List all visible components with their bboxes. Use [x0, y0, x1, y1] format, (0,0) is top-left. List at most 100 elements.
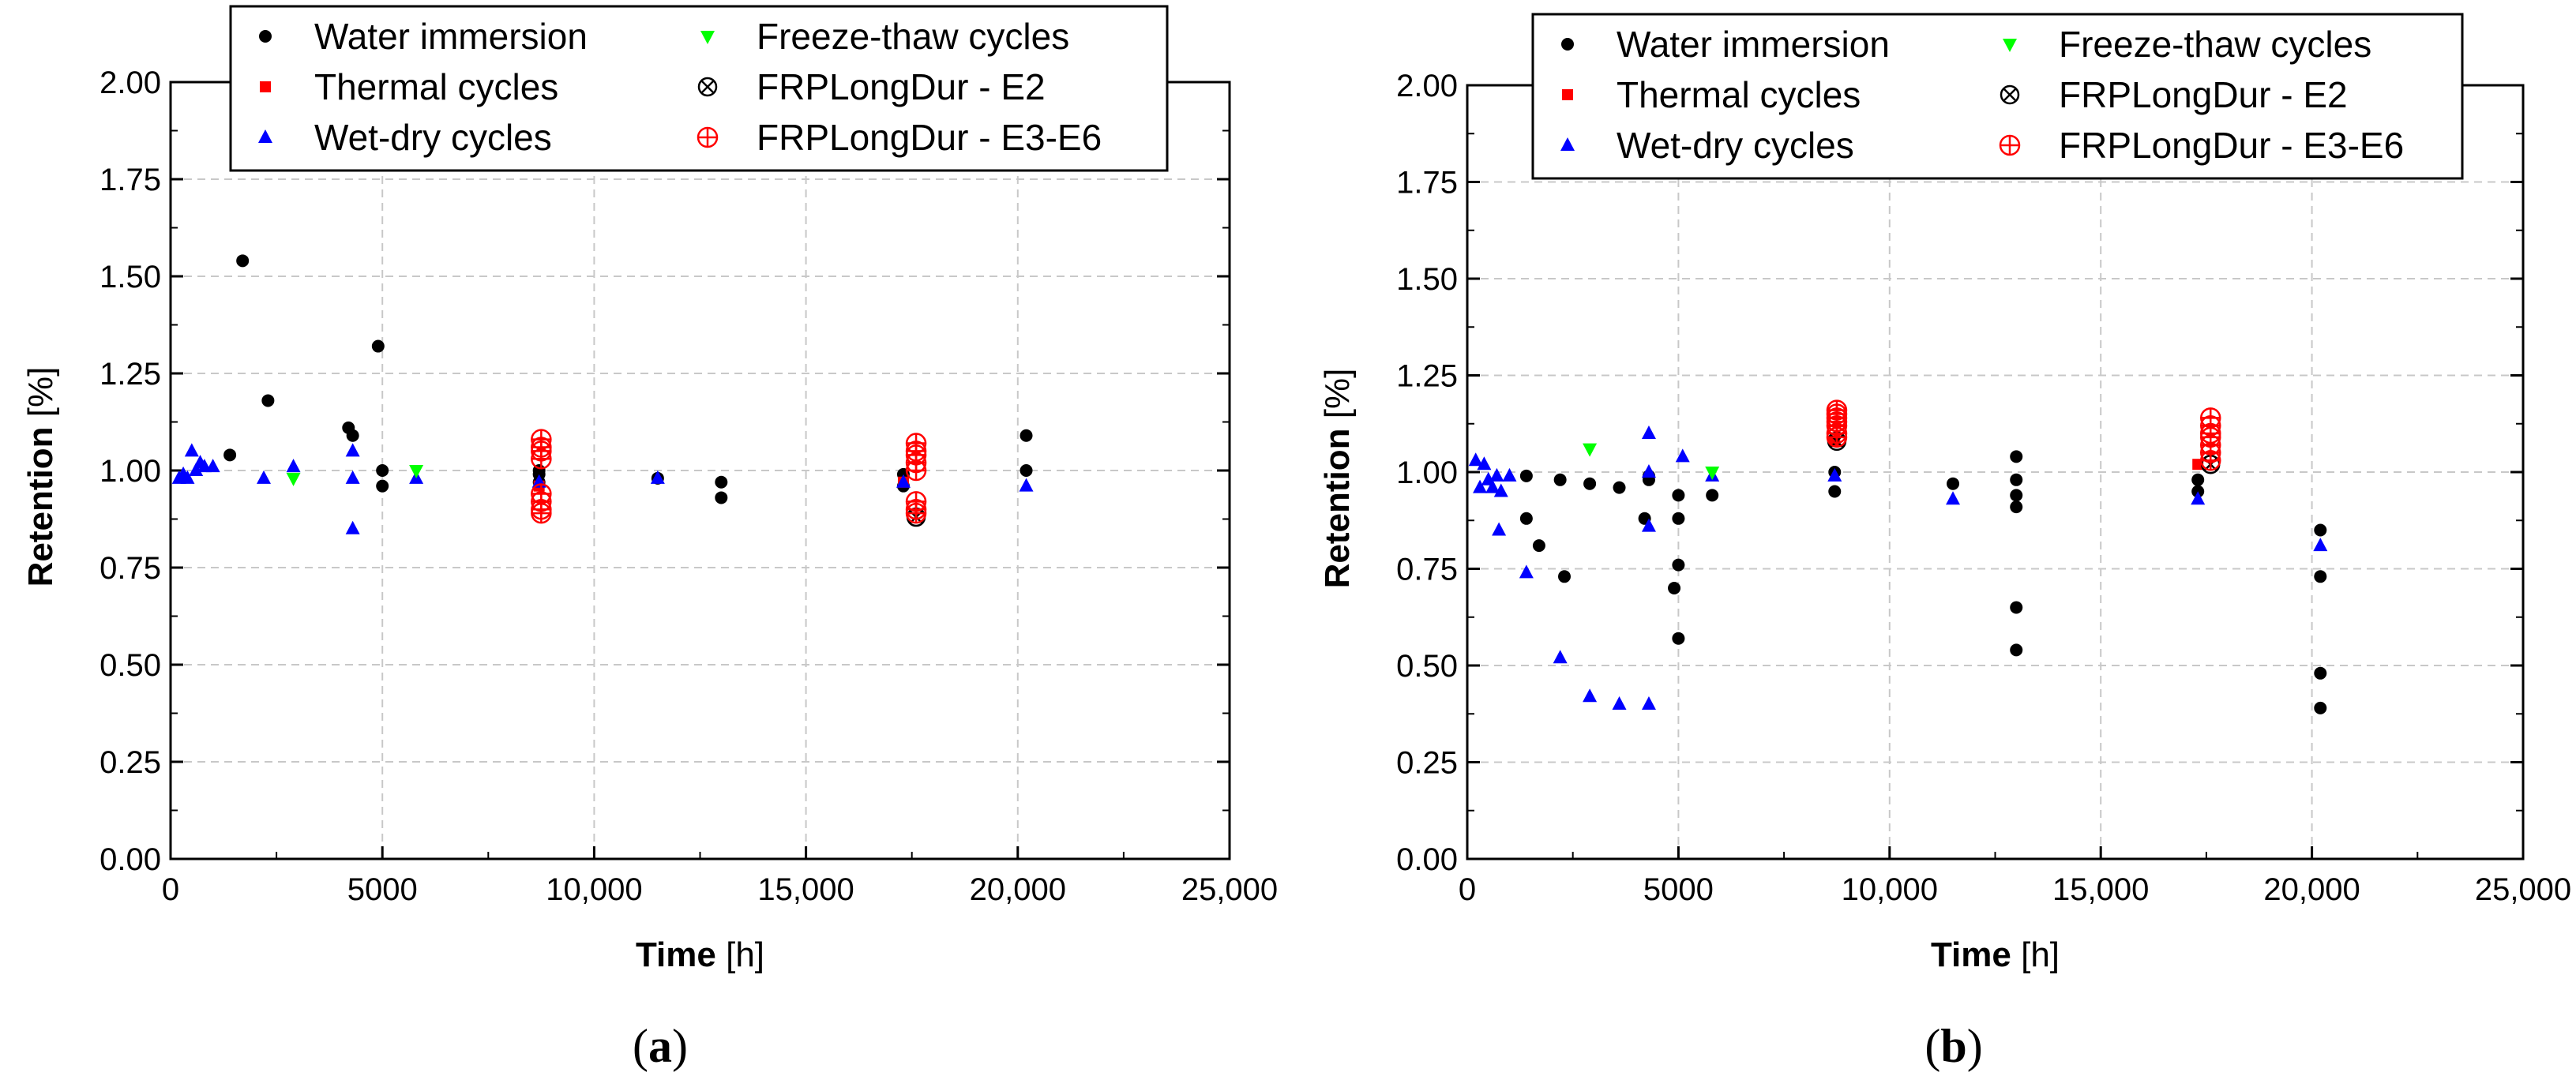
panel-b-ytick-label: 1.00 [1396, 456, 1458, 490]
panel-b-legend-marker-e36 [1999, 134, 2021, 156]
panel-b-legend-marker-thermal-shape [1562, 89, 1573, 100]
panel-b-point-wetdry-shape [1477, 456, 1492, 471]
panel-a-point-wetdry [286, 459, 301, 473]
panel-b-point-wetdry [1473, 479, 1488, 493]
panel-a-point-freeze-shape [286, 472, 301, 486]
panel-b-legend-marker-wetdry-shape [1560, 137, 1575, 151]
panel-b-point-wetdry [1519, 564, 1534, 579]
panel-b-point-water-shape [1613, 481, 1626, 494]
panel-a-xtick-label: 0 [162, 872, 179, 907]
panel-b-legend-marker-thermal [1562, 89, 1573, 100]
panel-b-point-water-shape [2010, 643, 2023, 657]
panel-b-point-water [1672, 512, 1685, 525]
panel-b-point-e36 [1826, 426, 1848, 448]
panel-a-point-wetdry [257, 470, 272, 484]
panel-a-point-water [261, 394, 275, 407]
panel-b-legend-label-water: Water immersion [1617, 24, 1890, 65]
panel-b-point-wetdry-shape [1492, 522, 1507, 536]
panel-b-point-wetdry [1492, 522, 1507, 536]
panel-b-point-freeze-shape [1583, 443, 1598, 457]
panel-b-point-wetdry-shape [1641, 696, 1656, 710]
panel-a-legend-label-freeze: Freeze-thaw cycles [757, 16, 1069, 57]
panel-a-legend-marker-e2-circle [697, 77, 718, 97]
panel-b-point-wetdry-shape [1489, 467, 1504, 482]
panel-b-legend: Water immersion Thermal cycles Wet-dry cyc… [1531, 13, 2464, 180]
panel-b-ytick-label: 1.50 [1396, 262, 1458, 297]
panel-b-label-letter: b [1940, 1020, 1966, 1072]
panel-b-point-wetdry-shape [1641, 426, 1656, 439]
panel-a-point-wetdry-shape [257, 470, 272, 484]
panel-a-ytick-label: 0.50 [100, 648, 161, 683]
panel-b-point-water-shape [1519, 469, 1533, 482]
panel-b-data [1468, 399, 2328, 714]
panel-b-point-freeze [1705, 467, 1720, 480]
panel-a-point-e36 [531, 502, 552, 524]
panel-a-ytick-label: 1.50 [100, 260, 161, 294]
panel-b-point-water-shape [1583, 477, 1597, 490]
panel-b-point-water [2010, 489, 2023, 502]
panel-b-point-wetdry [1675, 448, 1690, 463]
panel-a-point-water-shape [371, 339, 385, 353]
panel-a-data [171, 254, 1034, 534]
panel-a-point-wetdry-shape [345, 443, 360, 457]
panel-b-point-water-shape [1706, 489, 1719, 502]
panel-a-point-water [715, 491, 728, 504]
panel-b-x-axis-label: Time [h] [1931, 935, 2060, 974]
panel-a-point-wetdry [650, 470, 665, 484]
panel-a-legend-label-e2: FRPLongDur - E2 [757, 66, 1046, 107]
panel-a-point-wetdry-shape [896, 474, 911, 488]
panel-b-legend-label-e36: FRPLongDur - E3-E6 [2059, 125, 2404, 166]
panel-a-ytick-label: 1.25 [100, 357, 161, 392]
panel-a-point-water-shape [223, 448, 237, 462]
panel-a-point-wetdry [345, 520, 360, 534]
panel-a-legend-marker-wetdry-shape [258, 129, 272, 143]
panel-b-point-wetdry-shape [1946, 491, 1961, 505]
panel-b-point-wetdry-shape [1675, 448, 1690, 463]
panel-b-ytick-label: 0.75 [1396, 553, 1458, 587]
panel-a-point-wetdry-shape [650, 470, 665, 484]
panel-a-xtick-label: 5000 [347, 872, 418, 907]
panel-a-series-freeze [286, 465, 424, 486]
panel-b-point-freeze [1583, 443, 1598, 457]
panel-a-ytick-label: 1.00 [100, 454, 161, 489]
panel-a-point-wetdry-shape [345, 470, 360, 484]
panel-b-point-wetdry-shape [1519, 564, 1534, 579]
panel-a-y-axis-label-unit: [%] [21, 367, 60, 427]
panel-a-xtick-label: 25,000 [1181, 872, 1278, 907]
panel-b-point-wetdry-shape [1485, 479, 1500, 493]
panel-b-y-axis-label-name: Retention [1318, 428, 1357, 588]
panel-a-ytick-label: 2.00 [100, 66, 161, 100]
panel-b-point-water [1672, 558, 1685, 572]
panel-a-legend: Water immersion Thermal cycles Wet-dry cyc… [229, 5, 1169, 172]
panel-b-point-wetdry [1583, 688, 1598, 703]
panel-a-point-wetdry [1019, 478, 1034, 492]
panel-a-series-e36 [531, 429, 927, 524]
panel-b-ytick-label: 0.50 [1396, 649, 1458, 684]
panel-b-point-water [1672, 489, 1685, 502]
panel-b-xtick-label: 0 [1459, 872, 1476, 907]
panel-b-point-wetdry [1493, 483, 1508, 497]
panel-b-point-water-shape [1553, 473, 1567, 486]
panel-b-legend-label-e2: FRPLongDur - E2 [2059, 74, 2348, 115]
panel-a-legend-marker-water [259, 30, 272, 43]
panel-a-y-axis-label-name: Retention [21, 426, 60, 587]
panel-a-point-water [715, 475, 728, 489]
panel-a-legend-label-e36: FRPLongDur - E3-E6 [757, 117, 1102, 158]
panel-b-point-wetdry [2191, 491, 2206, 505]
panel-b-point-water [2010, 473, 2023, 486]
panel-b-point-wetdry-shape [1583, 688, 1598, 703]
panel-a-point-wetdry [345, 470, 360, 484]
panel-b-xtick-label: 5000 [1643, 872, 1714, 907]
panel-b-point-water-shape [1532, 539, 1545, 553]
panel-b-point-wetdry [1485, 479, 1500, 493]
panel-a-xtick-label: 15,000 [757, 872, 854, 907]
panel-b-point-wetdry [1489, 467, 1504, 482]
panel-b-point-water [1706, 489, 1719, 502]
panel-a-point-water [346, 429, 359, 442]
panel-a-ytick-label: 0.25 [100, 745, 161, 780]
panel-a-point-water [1020, 464, 1033, 477]
panel-b-point-wetdry [1641, 426, 1656, 439]
panel-b-point-water-shape [2010, 450, 2023, 463]
panel-a-point-wetdry [184, 443, 199, 457]
